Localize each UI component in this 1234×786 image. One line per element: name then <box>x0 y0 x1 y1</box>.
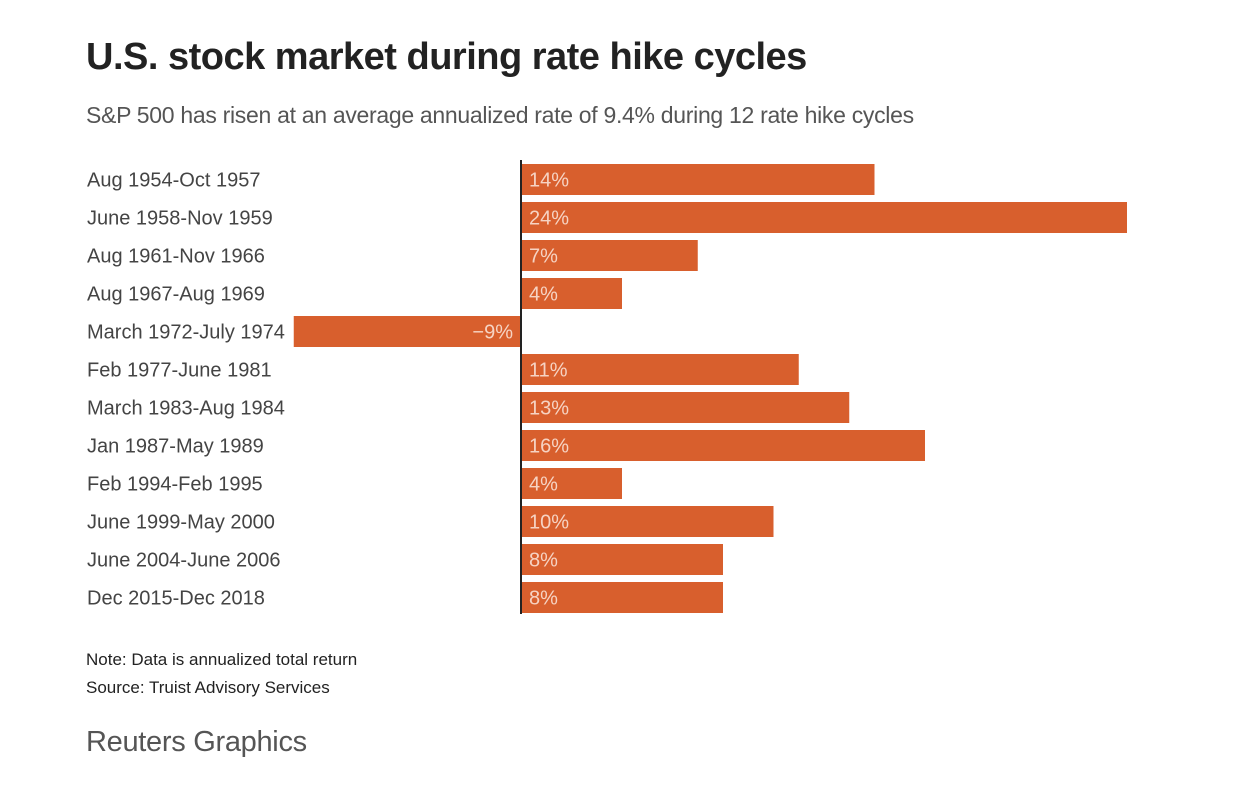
category-label: Dec 2015-Dec 2018 <box>87 588 265 610</box>
bar <box>521 278 622 309</box>
category-label: March 1972-July 1974 <box>87 322 285 344</box>
category-label: Feb 1994-Feb 1995 <box>87 474 263 496</box>
category-labels: Aug 1954-Oct 1957 June 1958-Nov 1959 Aug 1… <box>87 170 285 610</box>
note-text: Note: Data is annualized total return <box>86 650 358 669</box>
bar-value-label: −9% <box>472 322 513 344</box>
source-text: Source: Truist Advisory Services <box>86 678 330 697</box>
category-label: June 1999-May 2000 <box>87 512 275 534</box>
bar-value-label: 24% <box>529 208 569 230</box>
bar <box>521 506 774 537</box>
bar-value-label: 7% <box>529 246 558 268</box>
bar <box>521 202 1127 233</box>
category-label: Aug 1961-Nov 1966 <box>87 246 265 268</box>
bar-value-label: 16% <box>529 436 569 458</box>
bar-value-label: 8% <box>529 588 558 610</box>
bar-value-label: 11% <box>529 360 568 382</box>
bar-value-labels: 14% 24% 7% 4% −9% 11% 13% 16% 4% 10% 8% 8% <box>472 170 569 610</box>
chart-subtitle: S&P 500 has risen at an average annualiz… <box>86 102 914 128</box>
bar <box>521 240 698 271</box>
bar <box>521 164 875 195</box>
bar-value-label: 4% <box>529 474 558 496</box>
bar <box>521 544 723 575</box>
category-label: March 1983-Aug 1984 <box>87 398 285 420</box>
bar <box>521 430 925 461</box>
bar-value-label: 13% <box>529 398 569 420</box>
bar-value-label: 10% <box>529 512 569 534</box>
bar <box>521 582 723 613</box>
chart-title: U.S. stock market during rate hike cycle… <box>86 36 807 78</box>
bar <box>521 468 622 499</box>
category-label: Jan 1987-May 1989 <box>87 436 264 458</box>
category-label: June 1958-Nov 1959 <box>87 208 273 230</box>
category-label: Aug 1967-Aug 1969 <box>87 284 265 306</box>
bar <box>521 392 850 423</box>
brand-credit: Reuters Graphics <box>86 726 307 758</box>
bar-value-label: 8% <box>529 550 558 572</box>
category-label: Feb 1977-June 1981 <box>87 360 272 382</box>
category-label: June 2004-June 2006 <box>87 550 281 572</box>
bars <box>293 164 1127 613</box>
bar <box>521 354 799 385</box>
bar <box>293 316 521 347</box>
bar-value-label: 14% <box>529 170 569 192</box>
bar-value-label: 4% <box>529 284 558 306</box>
chart-notes: Note: Data is annualized total return So… <box>86 646 357 702</box>
category-label: Aug 1954-Oct 1957 <box>87 170 260 192</box>
